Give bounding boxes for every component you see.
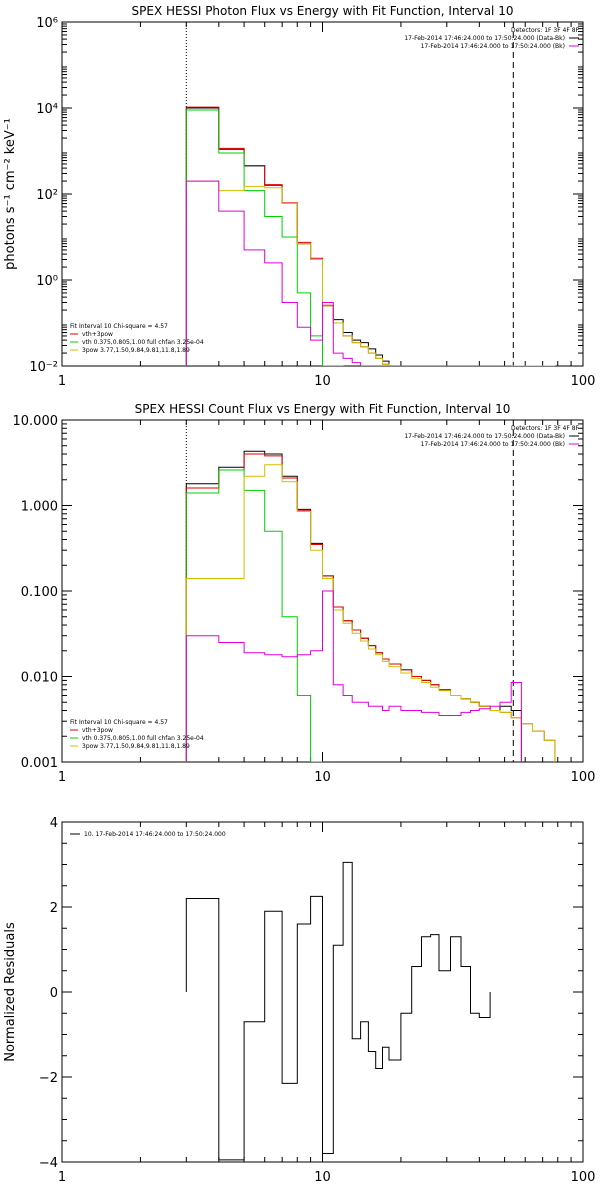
y-tick-label: 10⁰: [36, 274, 58, 289]
legend-header: Fit Interval 10 Chi-square = 4.57: [70, 719, 168, 726]
panel-1: SPEX HESSI Photon Flux vs Energy with Fi…: [3, 4, 595, 389]
panel-3: 1 10 100 −4 −2 0 2 4 Normalized Residuals 10. 17-…: [3, 816, 595, 1185]
legend-header: Detectors: 1F 3F 4F 8F: [511, 425, 580, 432]
series-line-1: [185, 450, 522, 762]
y-tick-label: −2: [39, 1071, 58, 1086]
legend-entry: vth+3pow: [82, 331, 113, 338]
series-line-2: [185, 106, 556, 366]
series-line-1: [185, 107, 522, 366]
series-line-2: [185, 453, 556, 762]
x-tick-label: 10: [314, 374, 331, 389]
x-tick-label: 10: [314, 770, 331, 785]
y-tick-label: 10²: [36, 188, 58, 203]
x-tick-label: 100: [571, 374, 596, 389]
legend-entry: vth+3pow: [82, 727, 113, 734]
series-line-4: [185, 180, 556, 366]
series-line-3: [185, 109, 344, 366]
series-group: [185, 861, 491, 1161]
series-line-5: [185, 180, 512, 366]
legend-entry: vth 0.375,0.805,1.00 full chfan 3.25e-04: [82, 339, 204, 346]
series-line-3: [185, 469, 323, 762]
legend-entry: 17-Feb-2014 17:46:24.000 to 17:50:24.000…: [404, 35, 565, 42]
legend-entry: 3pow 3.77,1.50,9.84,9.81,11.8,1.89: [82, 743, 190, 750]
y-tick-label: 10⁴: [36, 102, 58, 117]
y-tick-label: 0: [50, 986, 58, 1001]
x-tick-label: 1: [58, 1170, 66, 1185]
y-tick-label: 10.000: [13, 414, 59, 429]
x-tick-label: 1: [58, 770, 66, 785]
panel-2: SPEX HESSI Count Flux vs Energy with Fit…: [13, 402, 596, 785]
series-line-5: [185, 590, 522, 762]
x-tick-label: 1: [58, 374, 66, 389]
y-tick-label: 4: [50, 816, 58, 831]
legend-header: Fit Interval 10 Chi-square = 4.57: [70, 323, 168, 330]
series-group: [185, 450, 556, 762]
series-line-4: [185, 464, 556, 762]
series-line-1: [185, 861, 491, 1161]
y-tick-label: 1.000: [21, 500, 58, 515]
y-tick-label: 0.001: [21, 756, 58, 771]
x-tick-label: 10: [314, 1170, 331, 1185]
y-tick-label: 10⁶: [36, 16, 58, 31]
legend-header: Detectors: 1F 3F 4F 8F: [511, 27, 580, 34]
legend-entry: 17-Feb-2014 17:46:24.000 to 17:50:24.000…: [404, 433, 565, 440]
y-tick-label: 0.100: [21, 585, 58, 600]
x-tick-label: 100: [571, 770, 596, 785]
y-tick-label: 2: [50, 901, 58, 916]
x-tick-label: 100: [571, 1170, 596, 1185]
chart-title: SPEX HESSI Count Flux vs Energy with Fit…: [135, 402, 511, 416]
chart-title: SPEX HESSI Photon Flux vs Energy with Fi…: [132, 4, 514, 18]
legend-entry: 17-Feb-2014 17:46:24.000 to 17:50:24.000…: [421, 43, 565, 50]
y-axis-label: Normalized Residuals: [3, 922, 18, 1062]
legend-entry: vth 0.375,0.805,1.00 full chfan 3.25e-04: [82, 735, 204, 742]
legend-entry: 17-Feb-2014 17:46:24.000 to 17:50:24.000…: [421, 441, 565, 448]
y-axis-label: photons s⁻¹ cm⁻² keV⁻¹: [3, 118, 18, 270]
y-tick-label: 10⁻²: [29, 360, 58, 375]
legend-entry: 3pow 3.77,1.50,9.84,9.81,11.8,1.89: [82, 347, 190, 354]
y-tick-label: −4: [39, 1156, 58, 1171]
legend-entry: 10. 17-Feb-2014 17:46:24.000 to 17:50:24…: [84, 831, 226, 838]
series-group: [185, 106, 556, 366]
y-tick-label: 0.010: [21, 671, 58, 686]
